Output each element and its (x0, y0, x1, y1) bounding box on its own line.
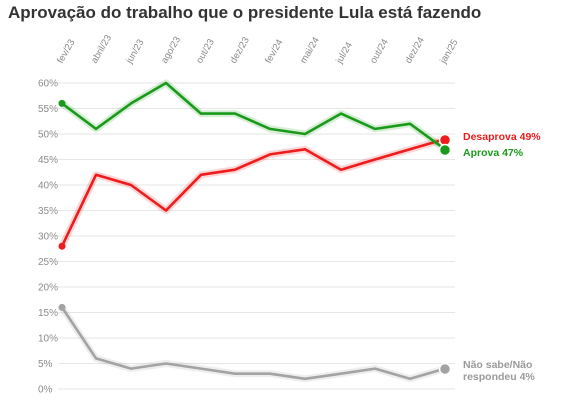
x-axis-ticks: fev/23 abril/23 jun/23 ago/23 out/23 dez/23 fe… (55, 33, 460, 66)
series-line-halo (58, 303, 449, 383)
start-point (58, 303, 66, 311)
x-tick-label: fev/24 (263, 38, 285, 66)
x-tick-label: dez/24 (403, 35, 427, 65)
y-axis-ticks: 0% 5% 10% 15% 20% 25% 30% 35% 40% 45% 50% 55% 60% (38, 79, 58, 396)
x-tick-label: dez/23 (228, 35, 252, 65)
x-tick-label: jul/24 (334, 40, 355, 66)
end-point (438, 362, 452, 376)
end-label-nao-sabe-line2: respondeu 4% (463, 371, 535, 383)
y-tick-label: 30% (38, 232, 58, 243)
y-tick-label: 25% (38, 257, 58, 268)
y-tick-label: 45% (38, 155, 58, 166)
end-label-desaprova: Desaprova 49% (463, 131, 541, 143)
y-tick-label: 35% (38, 206, 58, 217)
y-tick-label: 5% (38, 359, 53, 370)
y-tick-label: 20% (38, 283, 58, 294)
series-line-nao-sabe (60, 306, 447, 381)
series-line-aprova (60, 81, 447, 151)
y-tick-label: 0% (38, 385, 53, 396)
end-point (438, 143, 452, 157)
y-tick-label: 10% (38, 334, 58, 345)
x-tick-label: out/24 (368, 37, 391, 65)
y-tick-label: 60% (38, 79, 58, 90)
end-labels: Desaprova 49% Aprova 47% Não sabe/Nãorespo… (463, 131, 541, 383)
x-tick-label: abril/23 (89, 33, 114, 65)
end-label-aprova: Aprova 47% (463, 147, 524, 159)
x-tick-label: jan/25 (438, 38, 461, 67)
x-tick-label: ago/23 (159, 35, 183, 66)
y-tick-label: 15% (38, 308, 58, 319)
y-tick-label: 50% (38, 130, 58, 141)
x-tick-label: out/23 (194, 37, 217, 65)
x-tick-label: fev/23 (55, 38, 77, 66)
start-point (58, 242, 66, 250)
chart-title: Aprovação do trabalho que o presidente L… (8, 3, 482, 22)
x-tick-label: mai/24 (298, 35, 322, 65)
end-label-nao-sabe-line1: Não sabe/Não (463, 359, 532, 371)
series-line-halo (58, 79, 449, 153)
series-line-desaprova (60, 137, 447, 248)
y-tick-label: 55% (38, 104, 58, 115)
series-lines (58, 79, 452, 383)
x-tick-label: jun/23 (124, 38, 147, 67)
y-tick-label: 40% (38, 181, 58, 192)
start-point (58, 99, 66, 107)
